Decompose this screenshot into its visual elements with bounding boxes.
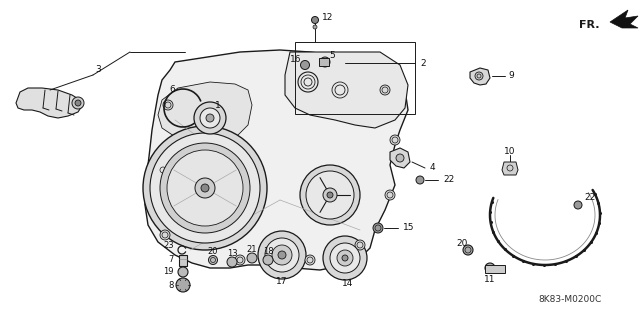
Text: 2: 2 xyxy=(420,58,426,68)
Text: 21: 21 xyxy=(247,246,257,255)
Circle shape xyxy=(195,178,215,198)
Circle shape xyxy=(206,114,214,122)
Circle shape xyxy=(258,231,306,279)
Circle shape xyxy=(323,236,367,280)
Text: 9: 9 xyxy=(508,71,514,80)
Circle shape xyxy=(167,150,243,226)
Circle shape xyxy=(355,240,365,250)
Circle shape xyxy=(505,163,515,173)
Text: 6: 6 xyxy=(169,85,175,94)
Circle shape xyxy=(209,256,218,264)
Text: 11: 11 xyxy=(484,276,496,285)
Circle shape xyxy=(150,133,260,243)
Bar xyxy=(485,265,505,273)
Polygon shape xyxy=(16,88,82,118)
Circle shape xyxy=(313,25,317,29)
Circle shape xyxy=(247,253,257,263)
Circle shape xyxy=(337,250,353,266)
Text: 22: 22 xyxy=(584,194,595,203)
Circle shape xyxy=(160,230,170,240)
Circle shape xyxy=(320,57,330,67)
Circle shape xyxy=(235,255,245,265)
Text: 8K83-M0200C: 8K83-M0200C xyxy=(538,295,602,305)
Circle shape xyxy=(390,135,400,145)
Text: 13: 13 xyxy=(227,249,237,258)
Circle shape xyxy=(158,165,168,175)
Text: 12: 12 xyxy=(323,13,333,23)
Circle shape xyxy=(160,143,250,233)
Circle shape xyxy=(272,245,292,265)
Text: 8: 8 xyxy=(168,280,174,290)
Circle shape xyxy=(227,257,237,267)
Circle shape xyxy=(396,154,404,162)
Text: 10: 10 xyxy=(504,147,516,157)
Circle shape xyxy=(463,245,473,255)
Polygon shape xyxy=(502,162,518,175)
Circle shape xyxy=(178,267,188,277)
Circle shape xyxy=(200,108,220,128)
Circle shape xyxy=(330,243,360,273)
Circle shape xyxy=(263,255,273,265)
Text: 22: 22 xyxy=(443,175,454,184)
Circle shape xyxy=(301,61,310,70)
Circle shape xyxy=(475,72,483,80)
Circle shape xyxy=(373,223,383,233)
Text: FR.: FR. xyxy=(579,20,600,30)
Polygon shape xyxy=(145,50,408,270)
Text: 18: 18 xyxy=(262,248,273,256)
Circle shape xyxy=(380,85,390,95)
Circle shape xyxy=(265,238,299,272)
Text: 14: 14 xyxy=(342,278,354,287)
Circle shape xyxy=(312,17,319,24)
Text: 16: 16 xyxy=(291,55,301,63)
Text: 1: 1 xyxy=(215,100,221,109)
Circle shape xyxy=(306,171,354,219)
Text: 7: 7 xyxy=(168,256,174,264)
Text: 23: 23 xyxy=(163,241,174,250)
Circle shape xyxy=(75,100,81,106)
Circle shape xyxy=(574,201,582,209)
Circle shape xyxy=(201,184,209,192)
Circle shape xyxy=(416,176,424,184)
Text: 5: 5 xyxy=(329,50,335,60)
Circle shape xyxy=(323,188,337,202)
Circle shape xyxy=(163,100,173,110)
Polygon shape xyxy=(285,52,408,128)
Bar xyxy=(319,58,329,66)
Polygon shape xyxy=(610,10,638,28)
Circle shape xyxy=(143,126,267,250)
Circle shape xyxy=(300,165,360,225)
Circle shape xyxy=(342,255,348,261)
Circle shape xyxy=(176,278,190,292)
Circle shape xyxy=(305,255,315,265)
Text: 3: 3 xyxy=(95,65,101,75)
Bar xyxy=(295,42,415,114)
Text: 20: 20 xyxy=(208,248,218,256)
Polygon shape xyxy=(158,82,252,143)
Text: 17: 17 xyxy=(276,278,288,286)
Text: 15: 15 xyxy=(403,224,415,233)
Circle shape xyxy=(327,192,333,198)
Circle shape xyxy=(485,263,495,273)
Text: 19: 19 xyxy=(163,268,174,277)
Polygon shape xyxy=(470,68,490,85)
Circle shape xyxy=(385,190,395,200)
Circle shape xyxy=(278,251,286,259)
Circle shape xyxy=(72,97,84,109)
Text: 20: 20 xyxy=(456,239,468,248)
Circle shape xyxy=(194,102,226,134)
Text: 4: 4 xyxy=(430,164,436,173)
Polygon shape xyxy=(390,148,410,168)
Bar xyxy=(179,255,187,266)
